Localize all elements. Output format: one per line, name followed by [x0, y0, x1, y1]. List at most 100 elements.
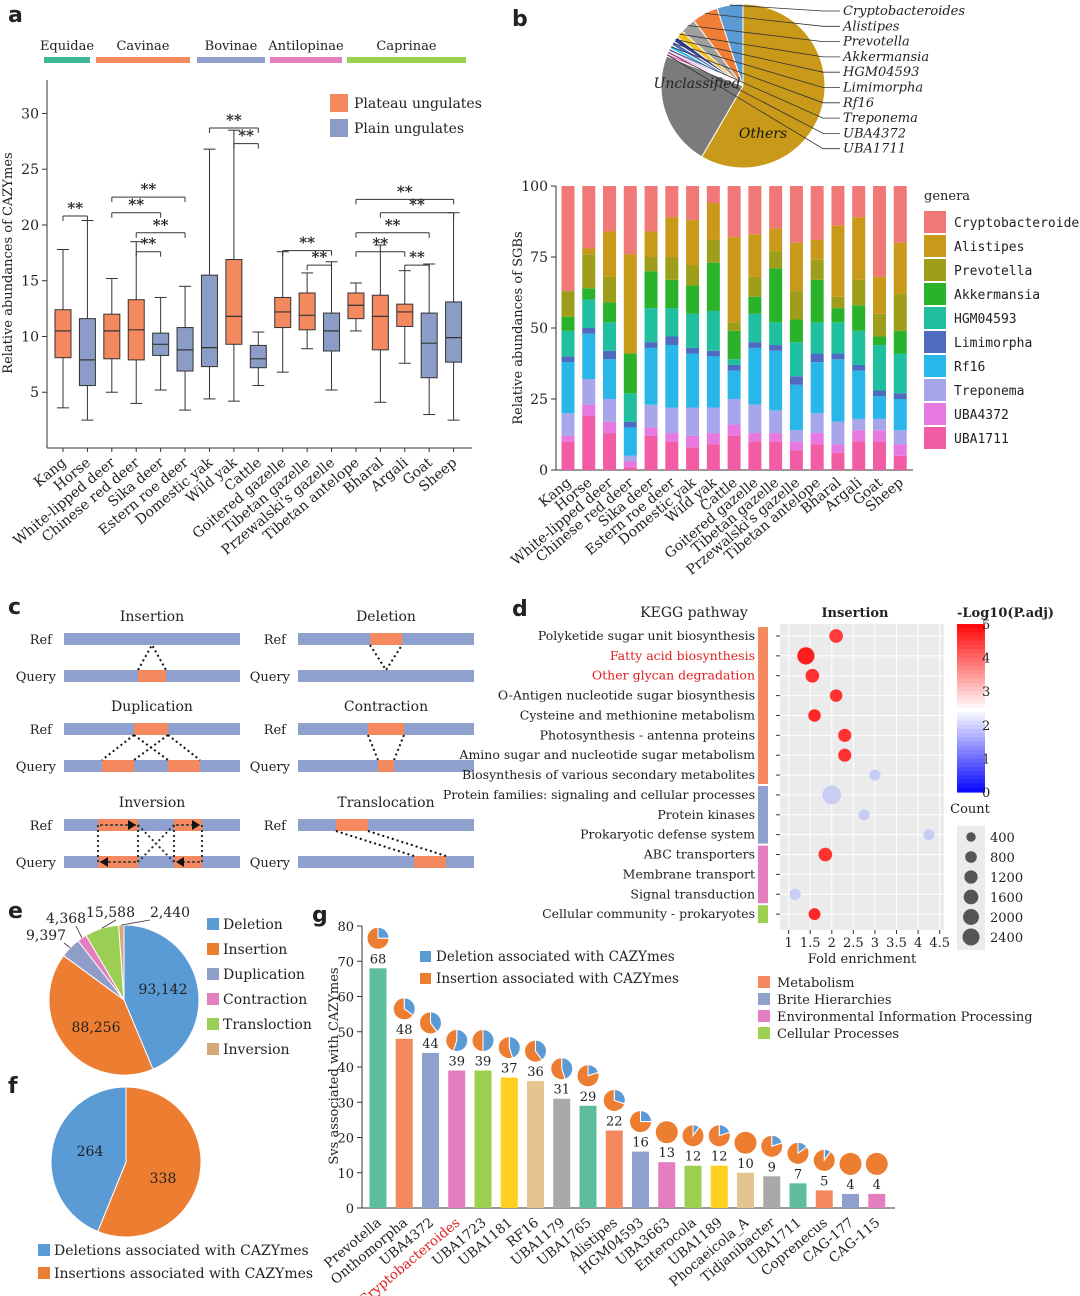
pathway-label: Biosynthesis of various secondary metabo…	[462, 767, 755, 782]
mini-pie-slice-deletion	[508, 1036, 521, 1059]
query-label: Query	[250, 856, 291, 871]
legend-swatch-UBA1711	[924, 427, 946, 449]
bar-segment-UBA1711	[789, 450, 803, 470]
bar-3	[448, 1070, 466, 1208]
bar-10	[632, 1151, 649, 1208]
legend-label: Insertion	[223, 942, 287, 958]
mini-pie	[707, 1124, 731, 1148]
legend-swatch-Treponema	[924, 379, 946, 401]
bar-segment-UBA4372	[686, 435, 700, 448]
bar-segment-Prevotella	[872, 313, 886, 337]
mini-pie-slice-insertion	[681, 1124, 705, 1148]
colorbar-segment	[957, 682, 985, 688]
bar-segment-Rf16	[727, 370, 741, 399]
pie-slice-Inversion	[118, 924, 125, 1001]
bar-segment-Prevotella	[686, 265, 700, 286]
sv-link	[367, 734, 379, 761]
legend-label: Transloction	[223, 1017, 312, 1033]
colorbar-tick-label: 0	[982, 786, 990, 801]
y-tick-label: 20	[21, 218, 39, 234]
colorbar-segment	[957, 741, 985, 747]
mini-pie	[786, 1141, 810, 1165]
legend-swatch-HGM04593	[924, 307, 946, 329]
legend-label-Limimorpha: Limimorpha	[954, 336, 1032, 351]
group-bar-1	[96, 57, 190, 63]
box-2	[103, 313, 121, 360]
bar-value-label: 22	[606, 1114, 623, 1129]
ref-label: Ref	[264, 819, 287, 834]
bar-segment-Treponema	[893, 430, 907, 445]
pathway-dot	[829, 629, 843, 643]
bar-segment-HGM04593	[831, 322, 845, 354]
legend-swatch	[38, 1244, 50, 1256]
sv-segment	[138, 670, 166, 682]
x-tick-label: 3	[871, 936, 879, 951]
pathway-dot	[858, 809, 870, 821]
category-legend-label: Brite Hierarchies	[777, 993, 892, 1008]
legend-swatch	[420, 973, 431, 984]
category-legend-swatch	[758, 1027, 770, 1039]
bar-5	[500, 1077, 518, 1208]
colorbar-segment	[957, 737, 985, 743]
bar-segment-Treponema	[686, 407, 700, 436]
group-label-3: Antilopinae	[267, 39, 344, 54]
colorbar-segment	[957, 666, 985, 671]
bar-7	[553, 1098, 571, 1208]
bar-segment-Rf16	[852, 370, 866, 419]
mini-pie-slice-insertion	[655, 1121, 678, 1144]
bar-segment-HGM04593	[603, 322, 617, 351]
query-bar	[64, 856, 240, 868]
bar-13	[710, 1165, 728, 1208]
bar-segment-UBA1711	[748, 441, 762, 470]
bar-segment-Rf16	[561, 362, 575, 414]
box-16	[445, 301, 463, 363]
bar-segment-Rf16	[686, 353, 700, 408]
legend-label-Akkermansia: Akkermansia	[954, 288, 1040, 303]
bar-segment-Akkermansia	[686, 285, 700, 314]
y-tick-label: 30	[21, 106, 39, 122]
bar-segment-Alistipes	[686, 220, 700, 266]
ref-label: Ref	[30, 819, 53, 834]
sv-link	[393, 734, 405, 761]
colorbar-segment	[957, 632, 985, 638]
legend-label: Inversion	[223, 1042, 290, 1058]
bar-value-label: 37	[501, 1062, 518, 1077]
bar-segment-Cryptobacteroides	[748, 186, 762, 235]
x-tick-label: 4.5	[929, 936, 950, 951]
y-tick-label: 100	[521, 179, 548, 195]
box-7	[225, 259, 243, 345]
mini-pie-slice-insertion	[707, 1124, 731, 1148]
legend-swatch-Alistipes	[924, 235, 946, 257]
pie-value-insertions: 338	[150, 1171, 177, 1187]
sig-label: **	[299, 234, 315, 252]
ref-bar	[64, 633, 240, 645]
colorbar-segment	[957, 645, 985, 650]
sv-title-Translocation: Translocation	[337, 795, 434, 811]
bar-value-label: 4	[846, 1178, 854, 1193]
colorbar-segment	[957, 758, 985, 764]
bar-segment-Akkermansia	[603, 302, 617, 323]
bar-segment-UBA1711	[769, 441, 783, 470]
bar-segment-HGM04593	[623, 393, 637, 422]
legend-swatch-plain	[330, 119, 348, 137]
bar-segment-Prevotella	[706, 239, 720, 263]
bar-segment-Rf16	[831, 359, 845, 422]
bar-8	[579, 1105, 597, 1208]
colorbar-segment	[957, 674, 985, 680]
query-bar	[298, 856, 474, 868]
panel-label-c: c	[8, 595, 21, 620]
query-label: Query	[16, 760, 57, 775]
colorbar-segment	[957, 653, 985, 659]
pie-label-Prevotella: Prevotella	[842, 35, 910, 50]
ref-bar	[64, 819, 240, 831]
legend-label-Treponema: Treponema	[954, 384, 1024, 399]
bar-segment-Cryptobacteroides	[706, 186, 720, 204]
plot-background	[780, 624, 944, 930]
bar-6	[527, 1081, 544, 1208]
bar-segment-UBA4372	[644, 427, 658, 436]
pathway-label: Cellular community - prokaryotes	[542, 906, 755, 921]
y-tick-label: 25	[530, 392, 548, 408]
bar-segment-Akkermansia	[706, 262, 720, 311]
colorbar-segment	[957, 766, 985, 772]
query-label: Query	[250, 670, 291, 685]
